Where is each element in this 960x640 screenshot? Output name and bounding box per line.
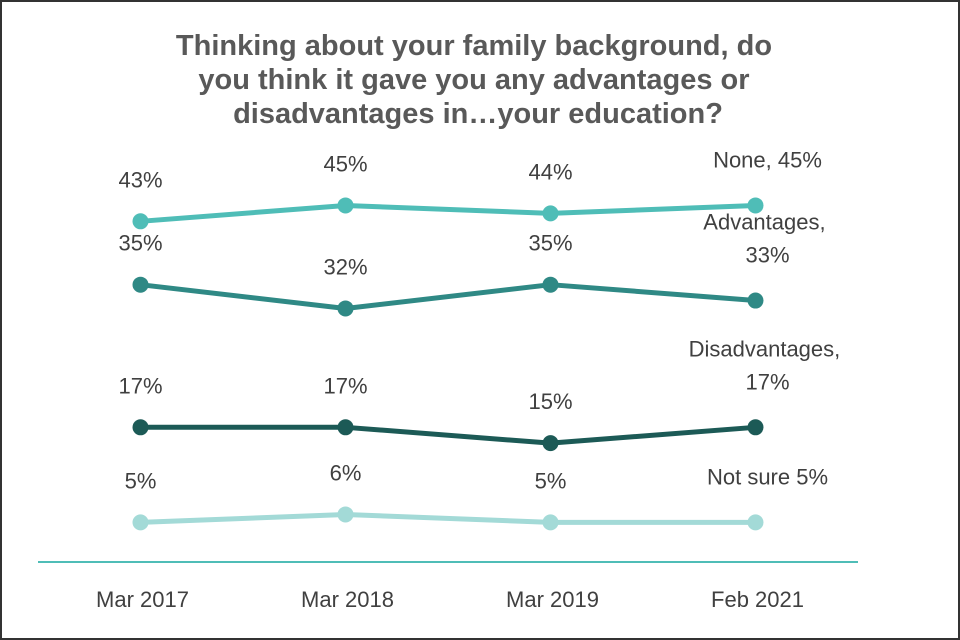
data-label: 17% [323, 373, 367, 398]
data-point [542, 514, 559, 531]
x-tick-label: Mar 2019 [506, 587, 599, 612]
data-point [747, 514, 764, 531]
x-tick-label: Mar 2017 [96, 587, 189, 612]
series-line [140, 202, 756, 224]
data-label: 6% [330, 460, 362, 485]
data-point [542, 205, 559, 222]
data-label: 35% [118, 231, 162, 256]
x-tick-label: Feb 2021 [711, 587, 804, 612]
data-point [132, 276, 149, 293]
data-point [747, 197, 764, 214]
data-point [132, 514, 149, 531]
data-label: 32% [323, 254, 367, 279]
data-point [132, 419, 149, 436]
data-point [337, 197, 354, 214]
data-label: 5% [125, 468, 157, 493]
data-point [747, 292, 764, 309]
series-end-label: None, 45% [713, 147, 822, 172]
series-line [140, 424, 756, 446]
series-end-label: Disadvantages, 17% [689, 336, 847, 394]
data-label: 35% [528, 231, 572, 256]
data-label: 5% [535, 468, 567, 493]
data-point [337, 300, 354, 317]
data-label: 43% [118, 167, 162, 192]
series-line [140, 282, 756, 311]
data-label: 15% [528, 389, 572, 414]
series-end-label: Advantages, 33% [703, 210, 831, 268]
data-point [337, 419, 354, 436]
chart-title: Thinking about your family background, d… [176, 30, 780, 130]
series-end-label: Not sure 5% [707, 464, 828, 489]
data-point [542, 435, 559, 452]
data-point [132, 213, 149, 230]
data-point [542, 276, 559, 293]
data-label: 45% [323, 151, 367, 176]
data-label: 17% [118, 373, 162, 398]
series-line [140, 511, 756, 525]
x-tick-label: Mar 2018 [301, 587, 394, 612]
data-label: 44% [528, 159, 572, 184]
data-point [337, 506, 354, 523]
data-point [747, 419, 764, 436]
